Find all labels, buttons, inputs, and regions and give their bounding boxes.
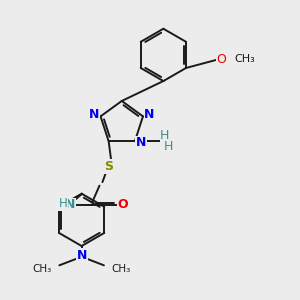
Text: H: H (59, 197, 68, 210)
Text: N: N (76, 249, 87, 262)
Text: CH₃: CH₃ (111, 264, 130, 274)
Text: N: N (65, 199, 76, 212)
Text: N: N (136, 136, 147, 149)
Text: N: N (144, 108, 155, 122)
Text: O: O (216, 53, 226, 66)
Text: O: O (117, 199, 128, 212)
Text: S: S (104, 160, 113, 173)
Text: N: N (89, 108, 99, 122)
Text: H: H (164, 140, 173, 153)
Text: H: H (160, 129, 169, 142)
Text: CH₃: CH₃ (235, 54, 256, 64)
Text: CH₃: CH₃ (33, 264, 52, 274)
